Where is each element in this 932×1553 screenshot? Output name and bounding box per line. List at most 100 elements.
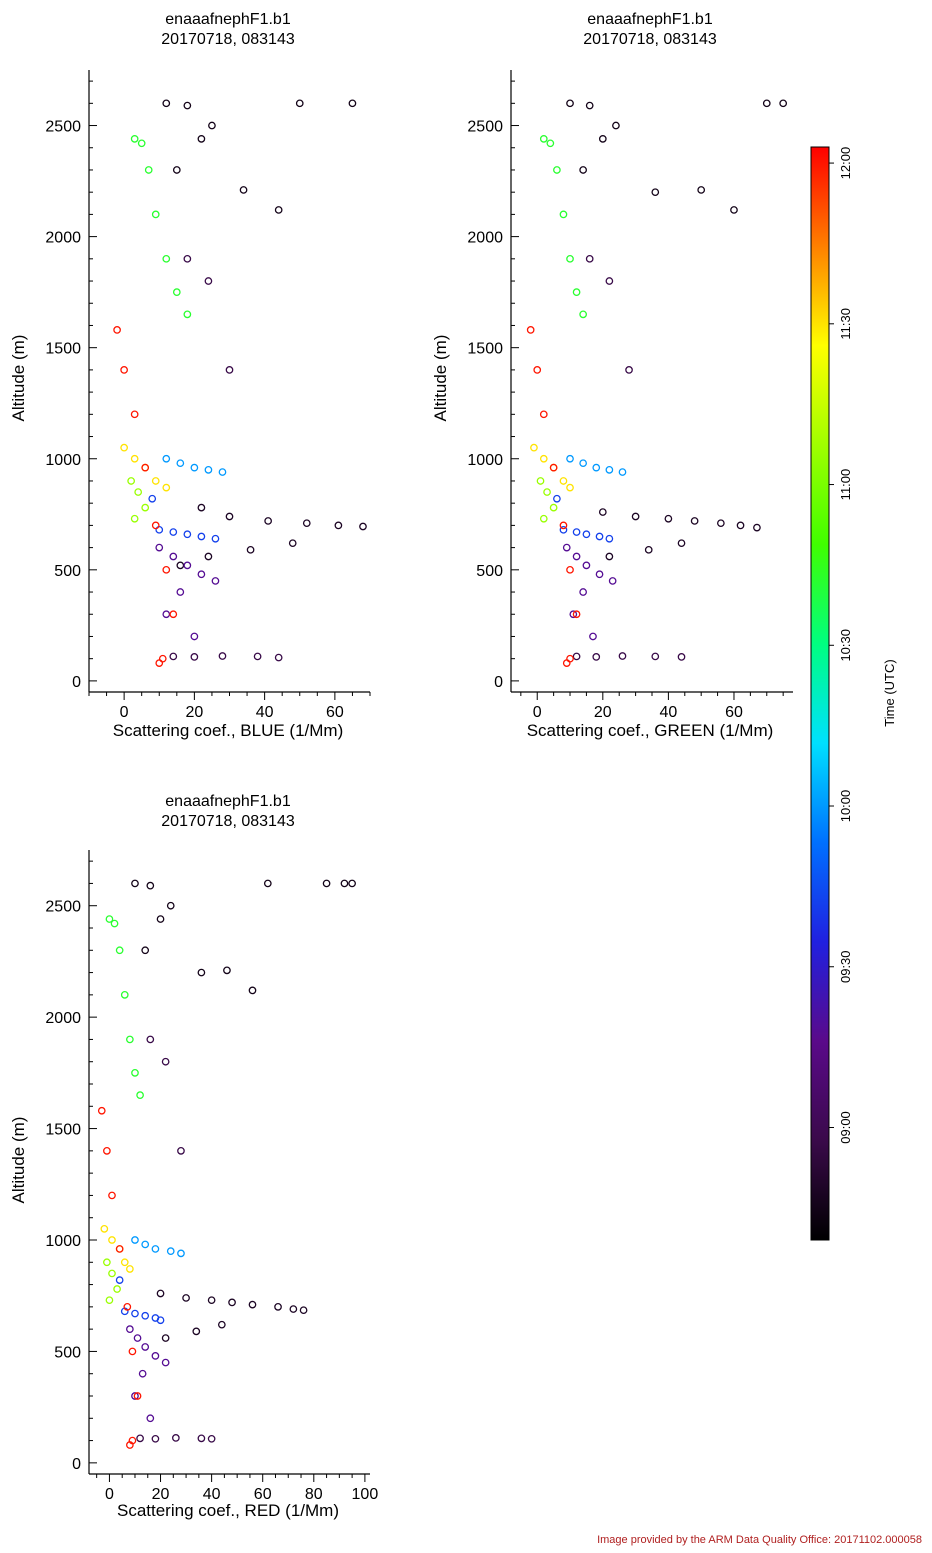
scatter-point bbox=[605, 277, 614, 285]
scatter-point bbox=[618, 652, 627, 660]
colorbar-tick-label: 11:30 bbox=[838, 308, 853, 340]
colorbar-tick-label: 10:30 bbox=[838, 629, 853, 662]
scatter-point bbox=[197, 503, 206, 512]
y-axis-label: Altitude (m) bbox=[9, 335, 28, 422]
x-tick-label: 0 bbox=[533, 704, 542, 721]
colorbar-tick-label: 09:00 bbox=[838, 1111, 853, 1144]
scatter-point bbox=[207, 1434, 216, 1443]
scatter-point bbox=[566, 99, 574, 108]
x-axis-label: Scattering coef., RED (1/Mm) bbox=[117, 1501, 339, 1520]
scatter-point bbox=[176, 561, 185, 570]
scatter-point bbox=[148, 494, 157, 503]
scatter-point bbox=[302, 519, 311, 528]
x-axis-label: Scattering coef., BLUE (1/Mm) bbox=[113, 721, 344, 740]
scatter-point bbox=[156, 1316, 165, 1325]
scatter-point bbox=[605, 466, 614, 474]
scatter-marks bbox=[97, 879, 356, 1449]
credit-text: Image provided by the ARM Data Quality O… bbox=[597, 1534, 922, 1546]
panel-green: enaaafnephF1.b1 20170718, 083143 0 500 100… bbox=[431, 11, 793, 740]
scatter-point bbox=[197, 968, 206, 977]
colorbar-tick-label: 09:30 bbox=[838, 950, 853, 983]
y-tick-label: 2500 bbox=[45, 119, 81, 136]
scatter-point bbox=[334, 521, 343, 530]
scatter-point bbox=[595, 532, 604, 541]
scatter-point bbox=[105, 915, 114, 923]
scatter-point bbox=[103, 1258, 111, 1267]
scatter-point bbox=[156, 1289, 165, 1298]
scatter-point bbox=[579, 459, 587, 468]
scatter-point bbox=[123, 1303, 132, 1311]
scatter-point bbox=[169, 610, 178, 619]
y-tick-label: 2000 bbox=[45, 230, 81, 247]
scatter-point bbox=[133, 1334, 142, 1342]
scatter-point bbox=[211, 577, 220, 585]
scatter-point bbox=[592, 463, 601, 472]
chart-subtitle: 20170718, 083143 bbox=[583, 31, 717, 48]
scatter-point bbox=[141, 946, 150, 955]
y-tick-label: 2000 bbox=[45, 1010, 81, 1027]
axes: 0 500 1000 1500 2000 2500 0 20 40 60 bbox=[467, 70, 793, 721]
scatter-point bbox=[120, 1258, 129, 1267]
scatter-point bbox=[131, 1069, 139, 1077]
scatter-point bbox=[126, 1441, 134, 1449]
colorbar-tick-label: 11:00 bbox=[838, 469, 853, 501]
scatter-point bbox=[218, 652, 227, 660]
scatter-point bbox=[190, 653, 199, 661]
scatter-point bbox=[572, 652, 581, 661]
scatter-point bbox=[162, 99, 171, 108]
scatter-point bbox=[559, 210, 568, 219]
scatter-point bbox=[762, 99, 771, 108]
scatter-point bbox=[120, 443, 128, 452]
scatter-point bbox=[183, 101, 192, 110]
panel-red: enaaafnephF1.b1 20170718, 083143 0 500 100… bbox=[9, 793, 378, 1520]
scatter-point bbox=[736, 521, 745, 530]
colorbar-label: Time (UTC) bbox=[882, 659, 897, 726]
scatter-point bbox=[110, 919, 119, 928]
x-tick-label: 0 bbox=[120, 704, 129, 721]
scatter-point bbox=[566, 483, 574, 492]
scatter-point bbox=[151, 1352, 160, 1360]
scatter-point bbox=[162, 610, 171, 619]
x-tick-label: 20 bbox=[185, 704, 203, 721]
colorbar-ticks: 09:00 09:30 10:00 10:30 11:00 11:30 12:00 bbox=[829, 147, 853, 1144]
scatter-point bbox=[779, 99, 788, 108]
scatter-point bbox=[131, 1392, 139, 1400]
scatter-point bbox=[204, 552, 213, 561]
scatter-point bbox=[141, 1240, 150, 1249]
scatter-point bbox=[169, 528, 178, 536]
scatter-point bbox=[598, 135, 607, 143]
scatter-point bbox=[146, 1035, 155, 1044]
scatter-point bbox=[97, 1106, 106, 1115]
y-tick-label: 1000 bbox=[45, 452, 81, 469]
scatter-point bbox=[166, 1247, 175, 1255]
scatter-point bbox=[161, 1334, 170, 1342]
scatter-point bbox=[533, 366, 542, 374]
scatter-point bbox=[156, 915, 165, 923]
scatter-point bbox=[137, 139, 146, 148]
scatter-point bbox=[582, 561, 591, 570]
scatter-point bbox=[631, 512, 640, 521]
scatter-point bbox=[162, 483, 171, 492]
x-tick-label: 60 bbox=[254, 1486, 272, 1503]
scatter-point bbox=[566, 565, 574, 574]
scatter-point bbox=[348, 99, 357, 108]
scatter-point bbox=[130, 135, 139, 143]
y-tick-label: 1500 bbox=[45, 1122, 81, 1139]
scatter-point bbox=[204, 277, 213, 285]
scatter-point bbox=[553, 166, 561, 174]
scatter-point bbox=[158, 654, 167, 663]
x-tick-label: 20 bbox=[152, 1486, 170, 1503]
x-tick-label: 100 bbox=[352, 1486, 379, 1503]
y-tick-label: 1000 bbox=[467, 452, 503, 469]
scatter-point bbox=[192, 1327, 201, 1336]
scatter-point bbox=[225, 512, 234, 521]
scatter-point bbox=[359, 522, 367, 531]
scatter-point bbox=[138, 1369, 147, 1378]
scatter-point bbox=[566, 454, 574, 463]
y-tick-label: 0 bbox=[72, 674, 81, 691]
scatter-point bbox=[169, 652, 178, 661]
panel-blue: enaaafnephF1.b1 20170718, 083143 0 500 100… bbox=[9, 11, 371, 740]
scatter-point bbox=[572, 528, 581, 536]
scatter-point bbox=[197, 1434, 206, 1443]
